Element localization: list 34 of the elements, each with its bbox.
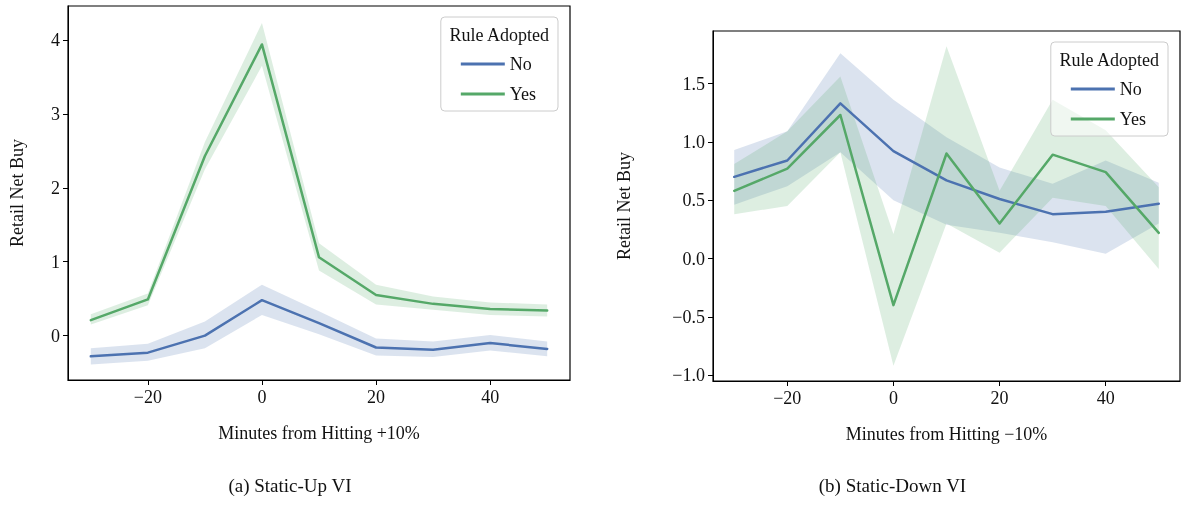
x-tick-label: 0	[888, 388, 898, 408]
y-tick-label: 4	[51, 30, 60, 50]
text: (b) Static-Down VI	[818, 475, 967, 497]
legend-label: No	[509, 54, 532, 74]
y-tick-label: 2	[51, 177, 60, 198]
x-tick-label: −20	[773, 388, 802, 408]
x-tick-label: 0	[257, 387, 267, 407]
line-series	[732, 113, 1161, 307]
legend-label: Yes	[509, 84, 537, 104]
x-tick-label: −20	[133, 387, 162, 407]
y-tick-label: 1	[51, 251, 60, 272]
x-axis-title: Minutes from Hitting +10%	[218, 423, 420, 443]
legend-label: No	[1119, 79, 1142, 99]
x-tick-label: 20	[990, 388, 1009, 408]
text: (a) Static-Up VI	[228, 475, 352, 497]
x-axis-title: Minutes from Hitting −10%	[845, 424, 1048, 444]
y-tick-label: 0.0	[682, 248, 705, 269]
y-tick-label: 1.0	[682, 131, 705, 152]
y-tick-label: 3	[51, 103, 60, 124]
y-tick-label: 0	[51, 325, 60, 346]
y-tick-label: 1.5	[682, 73, 705, 94]
x-tick-label: 40	[1096, 388, 1115, 408]
legend-title: Rule Adopted	[1059, 50, 1160, 70]
line-series	[89, 298, 549, 358]
y-tick-label: −1.0	[672, 365, 705, 386]
line-series	[732, 102, 1161, 216]
y-tick-label: 0.5	[682, 190, 705, 211]
x-tick-label: 40	[481, 387, 500, 407]
legend-label: Yes	[1119, 109, 1147, 129]
x-tick-label: 20	[367, 387, 386, 407]
y-tick-label: −0.5	[672, 306, 705, 327]
y-axis-title: Retail Net Buy	[7, 139, 27, 247]
y-axis-title: Retail Net Buy	[614, 152, 634, 260]
legend-title: Rule Adopted	[449, 25, 550, 45]
